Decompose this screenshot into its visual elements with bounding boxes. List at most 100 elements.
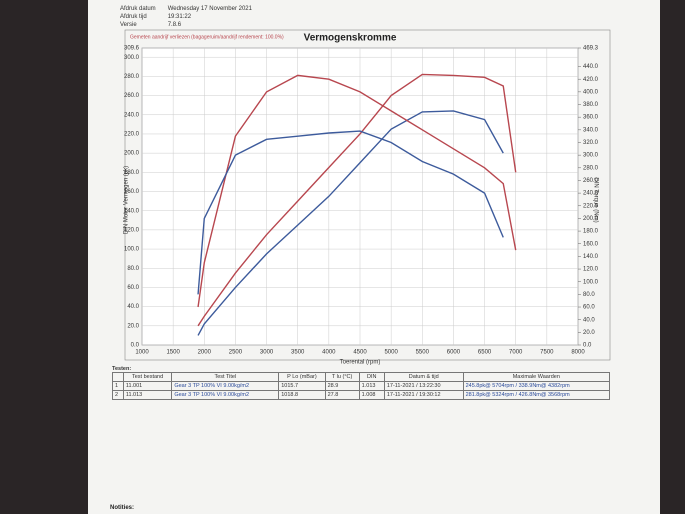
- y2-tick-label: 220.0: [583, 203, 599, 209]
- table-cell: 281.8pk@ 5324rpm / 426.8Nm@ 3568rpm: [462, 390, 611, 400]
- notes: Notities:: [110, 505, 134, 511]
- y-tick-label: 260.0: [124, 93, 140, 99]
- y2-tick-label: 260.0: [583, 178, 599, 184]
- table-cell: 27.8: [324, 390, 360, 400]
- table-cell: Gear 3 TP 100% VI 9.00kg/m2: [171, 381, 280, 391]
- table-header-cell: Maximale Waarden: [462, 372, 611, 382]
- table-header-cell: T lu (°C): [324, 372, 360, 382]
- x-tick-label: 6500: [478, 350, 492, 356]
- chart-frame: [124, 29, 611, 361]
- y-tick-label: 300.0: [124, 55, 140, 61]
- header: Afdruk datum Wednesday 17 November 2021 Af…: [118, 4, 264, 30]
- y-axis-label: DIN Motor Vermogen (pk): [124, 166, 130, 234]
- header-cell: 19:31:22: [167, 14, 192, 20]
- data-line: [197, 73, 517, 327]
- x-tick-label: 4500: [353, 350, 367, 356]
- table-cell: 11.013: [122, 390, 173, 400]
- x-tick-label: 5500: [416, 350, 430, 356]
- x-tick-label: 3000: [260, 350, 274, 356]
- y2-tick-label: 280.0: [583, 165, 599, 171]
- header-table: Afdruk datum Wednesday 17 November 2021 Af…: [118, 4, 264, 30]
- header-cell: Wednesday 17 November 2021: [167, 6, 252, 12]
- y2-tick-label: 180.0: [583, 229, 599, 235]
- x-tick-label: 5000: [384, 350, 398, 356]
- table-cell: 17-11-2021 / 19:30:12: [383, 390, 464, 400]
- y2-tick-label: 240.0: [583, 191, 599, 197]
- table-title: Testen:: [112, 366, 132, 372]
- y2-tick-label: 469.3: [583, 46, 599, 52]
- table-cell: 1.013: [358, 381, 385, 391]
- table-cell: 245.8pk@ 5704rpm / 338.9Nm@ 4382rpm: [462, 381, 611, 391]
- y-tick-label: 40.0: [127, 304, 139, 310]
- x-tick-label: 7000: [509, 350, 523, 356]
- y2-tick-label: 60.0: [583, 305, 595, 311]
- table-header-cell: DIN: [358, 372, 385, 382]
- x-tick-label: 4000: [322, 350, 336, 356]
- table-cell: 1018.8: [278, 390, 326, 400]
- y-tick-label: 200.0: [124, 151, 140, 157]
- data-line: [197, 130, 504, 295]
- x-tick-label: 7500: [540, 350, 554, 356]
- y2-tick-label: 100.0: [583, 279, 599, 285]
- y2-tick-label: 440.0: [583, 64, 599, 70]
- table-header-cell: Test Titel: [171, 372, 280, 382]
- test-table-box: Testen: Test bestand Test Titel P Lo (mBar…: [112, 366, 611, 400]
- table-header-cell: Test bestand: [122, 372, 173, 382]
- chart-note: Gemeten aandrijf verliezen (bagageruim/a…: [130, 34, 284, 40]
- table-header-row: Test bestand Test Titel P Lo (mBar) T lu (°…: [112, 372, 611, 382]
- y2-tick-label: 360.0: [583, 115, 599, 121]
- header-row: Versie 7.8.6: [120, 22, 262, 28]
- x-tick-label: 1000: [135, 350, 149, 356]
- y-tick-label: 60.0: [127, 285, 139, 291]
- y-tick-label: 80.0: [127, 266, 139, 272]
- y2-tick-label: 160.0: [583, 241, 599, 247]
- y-tick-label: 220.0: [124, 132, 140, 138]
- y-tick-label: 180.0: [124, 170, 140, 176]
- x-tick-label: 2500: [229, 350, 243, 356]
- y2-tick-label: 0.0: [583, 343, 592, 349]
- header-cell: 7.8.6: [167, 22, 182, 28]
- y2-tick-label: 40.0: [583, 317, 595, 323]
- y2-tick-label: 20.0: [583, 330, 595, 336]
- y2-tick-label: 340.0: [583, 127, 599, 133]
- y2-tick-label: 300.0: [583, 153, 599, 159]
- y-tick-label: 309.6: [124, 46, 140, 52]
- y2-tick-label: 80.0: [583, 292, 595, 298]
- table-header-cell: [112, 372, 124, 382]
- table-row: 1 11.001 Gear 3 TP 100% VI 9.00kg/m2 1015.7…: [112, 381, 611, 391]
- y2-tick-label: 400.0: [583, 89, 599, 95]
- y-tick-label: 0.0: [131, 343, 140, 349]
- y-tick-label: 100.0: [124, 247, 140, 253]
- y2-tick-label: 140.0: [583, 254, 599, 260]
- y2-tick-label: 420.0: [583, 77, 599, 83]
- table-header-cell: P Lo (mBar): [278, 372, 326, 382]
- x-tick-label: 6000: [447, 350, 461, 356]
- table-cell: Gear 3 TP 100% VI 9.00kg/m2: [171, 390, 280, 400]
- x-tick-label: 2000: [198, 350, 212, 356]
- table-cell: 28.9: [324, 381, 360, 391]
- header-row: Afdruk datum Wednesday 17 November 2021: [120, 6, 262, 12]
- table-cell: 2: [112, 390, 124, 400]
- x-tick-label: 8000: [571, 350, 585, 356]
- table-cell: 1: [112, 381, 124, 391]
- table-header-cell: Datum & tijd: [383, 372, 464, 382]
- y-tick-label: 160.0: [124, 189, 140, 195]
- header-row: Afdruk tijd 19:31:22: [120, 14, 262, 20]
- table-cell: 1.008: [358, 390, 385, 400]
- y-tick-label: 20.0: [127, 323, 139, 329]
- header-cell: Versie: [120, 22, 137, 28]
- header-cell: Afdruk datum: [120, 6, 156, 12]
- y-tick-label: 120.0: [124, 227, 140, 233]
- y-tick-label: 240.0: [124, 112, 140, 118]
- chart-title: Vermogenskromme: [304, 33, 397, 44]
- y2-tick-label: 380.0: [583, 102, 599, 108]
- table-cell: 11.001: [122, 381, 173, 391]
- y2-tick-label: 320.0: [583, 140, 599, 146]
- test-table: Test bestand Test Titel P Lo (mBar) T lu (°…: [112, 372, 611, 400]
- table-cell: 1015.7: [278, 381, 326, 391]
- x-axis-label: Toerental (rpm): [340, 360, 381, 366]
- data-line: [197, 110, 504, 336]
- y-tick-label: 140.0: [124, 208, 140, 214]
